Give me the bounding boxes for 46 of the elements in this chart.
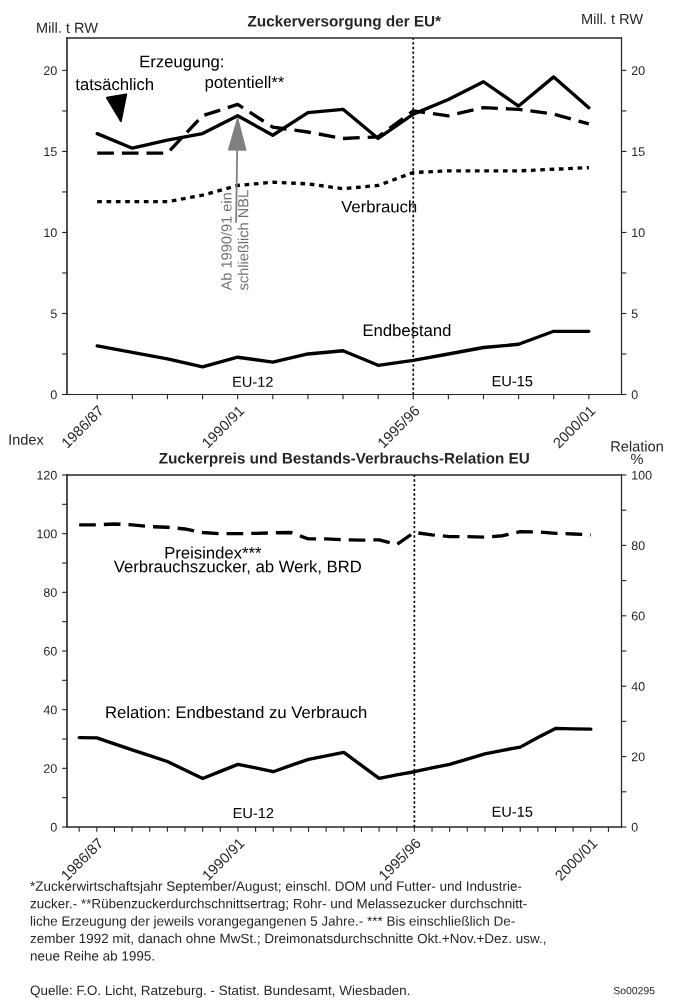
annotation: Endbestand <box>363 323 451 337</box>
y-tick-label: 0 <box>50 822 57 832</box>
annotation: potentiell** <box>205 75 285 92</box>
y-tick-label: 80 <box>43 588 57 597</box>
y2-tick-label: 20 <box>631 66 645 76</box>
y2-tick-label: 80 <box>631 541 645 551</box>
y-tick-label: 5 <box>50 309 57 319</box>
y-tick-label: 15 <box>44 147 57 157</box>
annotation: EU-15 <box>492 806 533 817</box>
y-tick-label: 60 <box>44 646 57 656</box>
y2-tick-label: 5 <box>631 309 638 319</box>
annotation: Erzeugung: <box>140 55 223 71</box>
y-tick-label: 20 <box>44 66 57 76</box>
annotation: Relation: Endbestand zu Verbrauch <box>106 705 367 719</box>
y-axis-title: Mill. t RW <box>37 22 99 33</box>
y2-axis-title: Mill. t RW <box>582 13 644 25</box>
annotation: Verbrauch <box>341 200 417 213</box>
annotation: Preisindex*** <box>165 546 262 559</box>
y-axis-title: Index <box>9 434 44 445</box>
text: So00295 <box>613 986 655 995</box>
y2-tick-label: 60 <box>631 611 645 621</box>
y-tick-label: 120 <box>37 470 57 480</box>
y2-tick-label: 10 <box>632 228 645 238</box>
y2-tick-label: 0 <box>631 390 638 400</box>
annotation: tatsächlich <box>75 78 153 91</box>
source-note: Quelle: F.O. Licht, Ratzeburg. - Statist. Bundesamt, Wiesbaden. <box>30 985 410 998</box>
annotation: Verbrauchszucker, ab Werk, BRD <box>113 560 361 575</box>
chart-title: Zuckerversorgung der EU* <box>247 15 442 30</box>
line-series <box>77 522 593 547</box>
y2-tick-label: 20 <box>631 752 645 762</box>
y2-tick-label: 15 <box>632 147 645 157</box>
y-tick-label: 0 <box>50 390 57 400</box>
y-tick-label: 10 <box>44 228 57 238</box>
y2-tick-label: 100 <box>632 470 652 480</box>
annotation: EU-12 <box>233 376 273 388</box>
annotation: EU-12 <box>233 807 274 819</box>
chart-title: Zuckerpreis und Bestands-Verbrauchs-Relation EU <box>159 452 529 467</box>
y-tick-label: 100 <box>37 529 57 539</box>
annotation: Ab 1990/91 ein schließlich NBL <box>220 190 249 291</box>
y-tick-label: 20 <box>44 764 57 773</box>
text: *Zuckerwirtschaftsjahr September/August; einschl. DOM und Futter- und Industrie- zucker.- **Rübenzuckerdurchschnittsertrag; Rohr- und Melassezucker durchschnitt- liche Erzeugung der jeweils vorangegangenen 5 Jahre.- *** Bis einschließlich De- zember 1992 mit, danach ohne MwSt.; Dreimonatsdurchschnitte Okt.+Nov.+Dez. usw., neue Reihe ab 1995. <box>30 881 546 961</box>
y2-axis-title: Relation % <box>611 440 663 465</box>
y2-tick-label: 0 <box>631 822 638 832</box>
y2-tick-label: 40 <box>631 682 645 691</box>
y-tick-label: 40 <box>43 705 57 715</box>
annotation: EU-15 <box>492 376 533 387</box>
